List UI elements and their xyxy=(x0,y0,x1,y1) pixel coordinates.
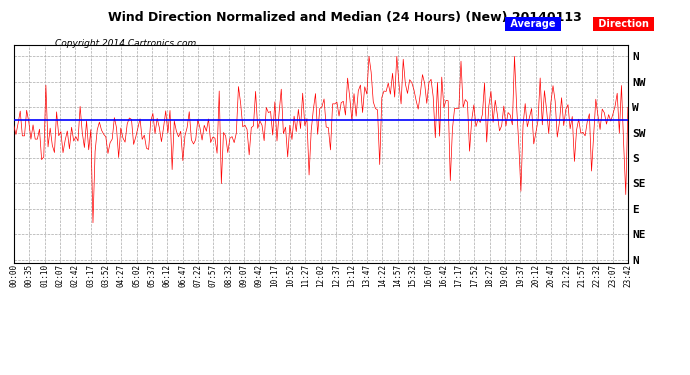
Text: Average: Average xyxy=(507,20,559,29)
Text: Wind Direction Normalized and Median (24 Hours) (New) 20140113: Wind Direction Normalized and Median (24… xyxy=(108,11,582,24)
Text: Copyright 2014 Cartronics.com: Copyright 2014 Cartronics.com xyxy=(55,39,197,48)
Text: Direction: Direction xyxy=(595,20,652,29)
